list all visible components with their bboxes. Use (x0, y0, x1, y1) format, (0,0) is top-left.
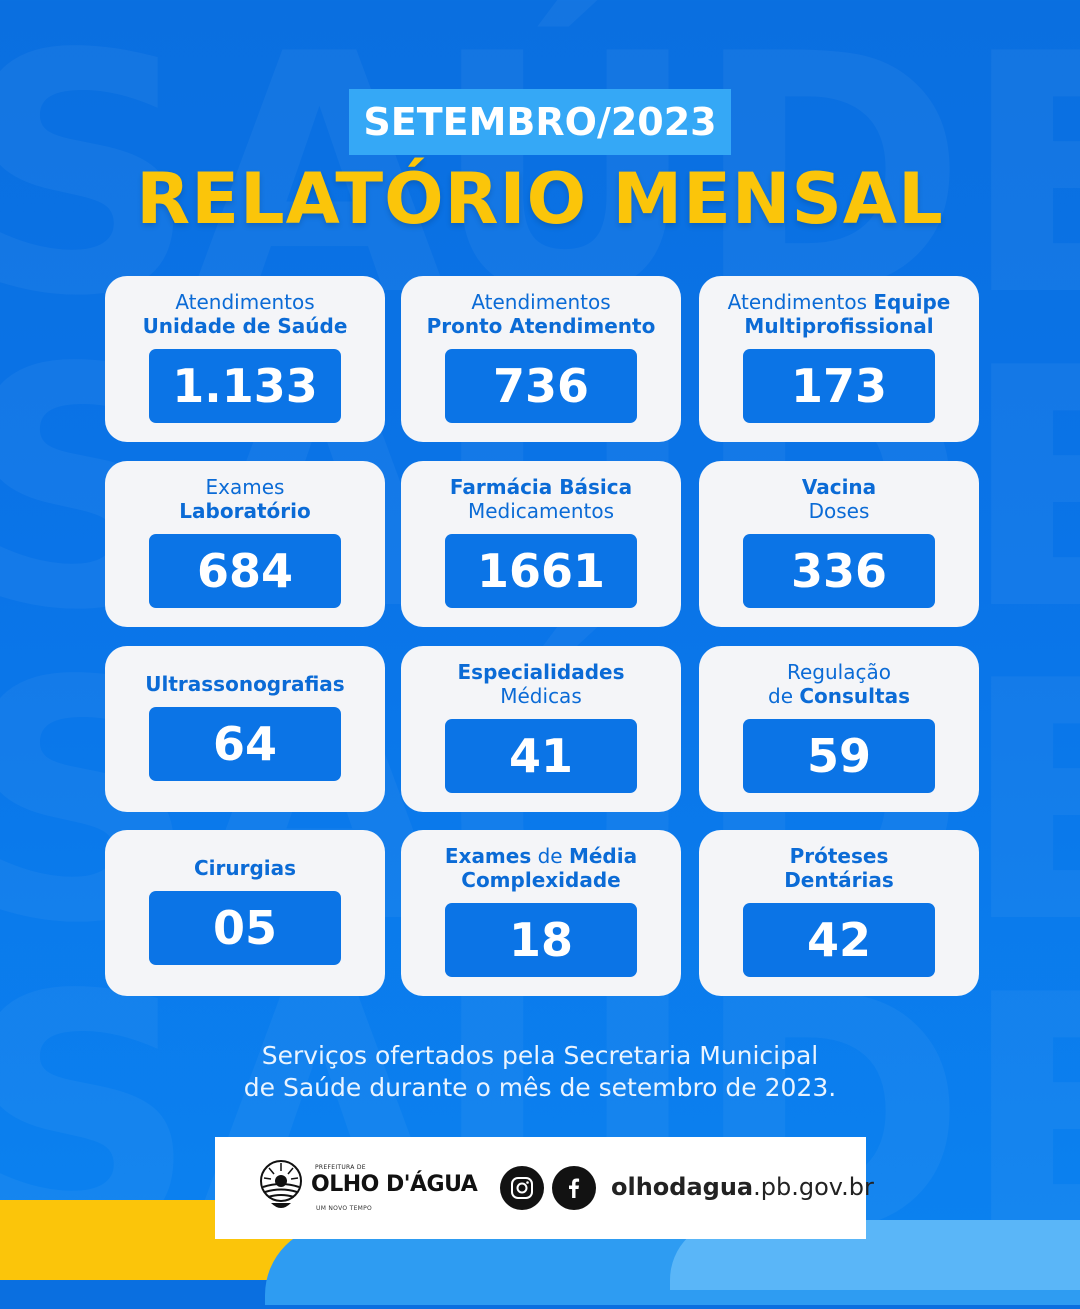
stat-card-value: 684 (149, 534, 341, 608)
stat-card-label: Cirurgias (105, 856, 385, 880)
stat-card-label: Vacina Doses (699, 475, 979, 523)
footer-note: Serviços ofertados pela Secretaria Munic… (0, 1040, 1080, 1104)
stat-card: Regulação de Consultas 59 (699, 646, 979, 812)
stat-card-value: 336 (743, 534, 935, 608)
stat-card-label: Próteses Dentárias (699, 844, 979, 892)
stat-card-label-part: Atendimentos (471, 290, 611, 314)
stat-card: Atendimentos Unidade de Saúde 1.133 (105, 276, 385, 442)
stat-card-value: 41 (445, 719, 637, 793)
stat-card-label-part: Cirurgias (193, 856, 297, 880)
note-line-1: Serviços ofertados pela Secretaria Munic… (261, 1041, 819, 1070)
stat-card-label-part: Laboratório (179, 499, 311, 523)
period-badge: SETEMBRO/2023 (349, 89, 731, 155)
stat-card-label-part: Dentárias (784, 868, 894, 892)
stat-card-value: 1661 (445, 534, 637, 608)
stat-card: Exames Laboratório 684 (105, 461, 385, 627)
stat-card-value: 1.133 (149, 349, 341, 423)
stat-card-value: 173 (743, 349, 935, 423)
stat-card-label-part: de (768, 684, 800, 708)
stat-card-label-part: Medicamentos (467, 499, 615, 523)
stat-card-label: Atendimentos Unidade de Saúde (105, 290, 385, 338)
stat-card-value: 59 (743, 719, 935, 793)
facebook-icon[interactable] (552, 1166, 596, 1210)
stat-card-label: Atendimentos Equipe Multiprofissional (699, 290, 979, 338)
stat-card-label-part: Pronto Atendimento (426, 314, 656, 338)
stat-card-label-part: Próteses (789, 844, 889, 868)
stat-card-label-part: Exames (444, 844, 532, 868)
website-link[interactable]: olhodagua.pb.gov.br (611, 1173, 874, 1201)
stat-card-label-part: Complexidade (461, 868, 621, 892)
stat-card-label-part: Farmácia Básica (449, 475, 633, 499)
stat-card-label: Exames Laboratório (105, 475, 385, 523)
stat-card-label: Farmácia Básica Medicamentos (401, 475, 681, 523)
stat-card: Cirurgias 05 (105, 830, 385, 996)
city-logo: PREFEITURA DE OLHO D'ÁGUA UM NOVO TEMPO (259, 1159, 481, 1219)
stat-card: Atendimentos Pronto Atendimento 736 (401, 276, 681, 442)
footer-bar: PREFEITURA DE OLHO D'ÁGUA UM NOVO TEMPO … (215, 1137, 874, 1239)
stat-card: Exames de Média Complexidade 18 (401, 830, 681, 996)
period-text: SETEMBRO/2023 (363, 100, 717, 144)
page-title: RELATÓRIO MENSAL (136, 158, 944, 240)
stat-card-label-part: Especialidades (457, 660, 625, 684)
stat-card-label: Regulação de Consultas (699, 660, 979, 708)
city-emblem-icon (260, 1160, 302, 1208)
stat-card-value: 736 (445, 349, 637, 423)
stat-card-label: Ultrassonografias (105, 672, 385, 696)
stat-card-label-part: Vacina (801, 475, 877, 499)
stat-card: Ultrassonografias 64 (105, 646, 385, 812)
stat-card-label-part: Atendimentos (175, 290, 315, 314)
stat-card-label-part: Ultrassonografias (145, 672, 345, 696)
stat-card-label-part: Exames (205, 475, 285, 499)
note-line-2: de Saúde durante o mês de setembro de 20… (243, 1073, 837, 1102)
stat-card: Atendimentos Equipe Multiprofissional 173 (699, 276, 979, 442)
stat-card-value: 05 (149, 891, 341, 965)
stat-card-label-part: Médicas (500, 684, 582, 708)
logo-prefix: PREFEITURA DE (315, 1164, 366, 1171)
stat-card-label: Especialidades Médicas (401, 660, 681, 708)
stat-card: Vacina Doses 336 (699, 461, 979, 627)
stat-card-label-part: Atendimentos (727, 290, 874, 314)
stat-card-label-part: Doses (808, 499, 870, 523)
instagram-icon[interactable] (500, 1166, 544, 1210)
stat-card-value: 42 (743, 903, 935, 977)
stat-card: Farmácia Básica Medicamentos 1661 (401, 461, 681, 627)
stat-card-label-part: Média (568, 844, 638, 868)
stat-card-label-part: Multiprofissional (744, 314, 934, 338)
stat-card-value: 64 (149, 707, 341, 781)
stat-card: Próteses Dentárias 42 (699, 830, 979, 996)
logo-tagline: UM NOVO TEMPO (316, 1205, 373, 1212)
stat-card: Especialidades Médicas 41 (401, 646, 681, 812)
website-domain-bold: olhodagua (611, 1173, 754, 1201)
stat-card-label: Atendimentos Pronto Atendimento (401, 290, 681, 338)
stat-card-label-part: Consultas (799, 684, 910, 708)
stat-card-value: 18 (445, 903, 637, 977)
logo-name: OLHO D'ÁGUA (311, 1172, 478, 1197)
website-domain-rest: .pb.gov.br (753, 1173, 874, 1201)
stat-card-label-part: Equipe (873, 290, 951, 314)
stat-card-label-part: Unidade de Saúde (142, 314, 348, 338)
stat-card-label: Exames de Média Complexidade (401, 844, 681, 892)
stat-card-label-part: de (531, 844, 569, 868)
stat-card-label-part: Regulação (787, 660, 891, 684)
